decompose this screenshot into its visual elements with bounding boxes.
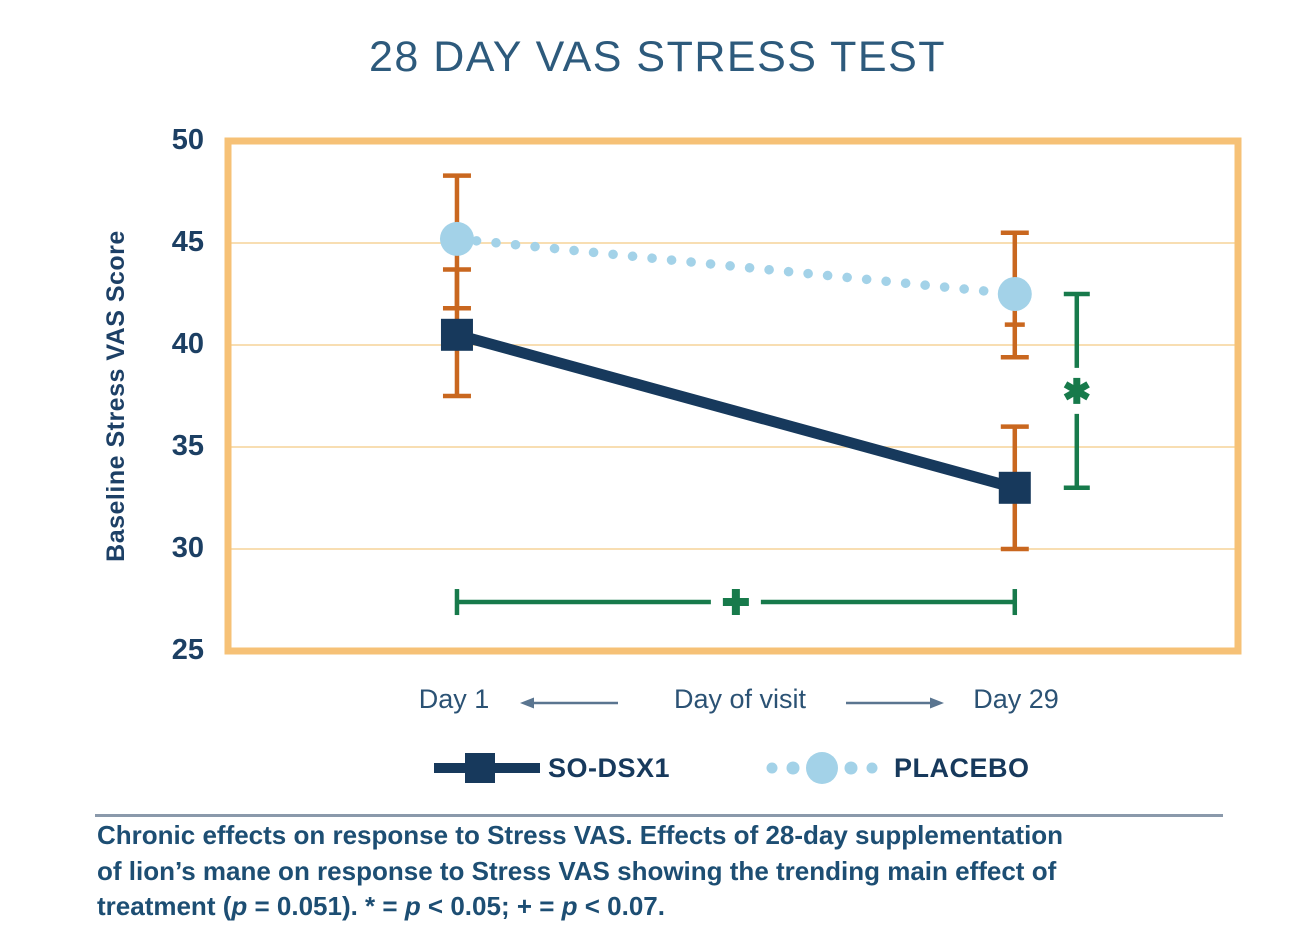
x-tick-label-day-29: Day 29 [973, 684, 1059, 714]
divider-line [95, 814, 1223, 817]
figure-caption: Chronic effects on response to Stress VA… [97, 818, 1237, 925]
y-tick-label-25: 25 [171, 634, 204, 666]
left-arrow-icon [520, 697, 618, 709]
caption-line: treatment (p = 0.051). * = p < 0.05; + =… [97, 891, 665, 921]
series-line-placebo [452, 234, 1020, 299]
y-tick-label-30: 30 [171, 532, 204, 564]
caption-line: Chronic effects on response to Stress VA… [97, 820, 1064, 850]
series-line-so-dsx1 [455, 329, 1017, 494]
y-tick-label-45: 45 [171, 226, 204, 258]
y-tick-label-35: 35 [171, 430, 204, 462]
plot-border [224, 137, 1242, 655]
legend-marker-placebo [766, 752, 878, 784]
caption-line: of lion’s mane on response to Stress VAS… [97, 855, 1057, 886]
y-tick-label-50: 50 [171, 124, 204, 156]
legend-label-placebo: PLACEBO [894, 753, 1030, 783]
x-axis-title: Day of visit [673, 684, 807, 714]
significance-asterisk [1063, 381, 1090, 401]
data-point-so-dsx1 [998, 471, 1031, 504]
data-point-so-dsx1 [440, 318, 473, 351]
data-point-placebo [439, 221, 474, 256]
x-tick-label-day-1: Day 1 [418, 684, 490, 714]
right-arrow-icon [846, 697, 944, 709]
legend-label-so-dsx1: SO-DSX1 [548, 753, 671, 783]
data-point-placebo [997, 277, 1032, 311]
y-tick-label-40: 40 [171, 328, 204, 360]
legend-marker-so-dsx1 [434, 753, 540, 783]
page-title: 28 DAY VAS STRESS TEST [368, 33, 947, 81]
